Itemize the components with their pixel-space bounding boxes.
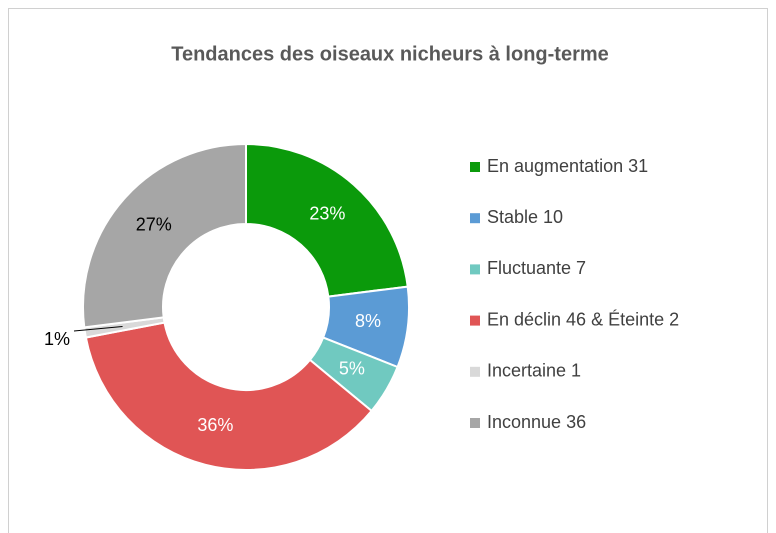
data-label: 23% (309, 203, 345, 223)
leader-line (73, 326, 123, 332)
legend-marker (470, 315, 480, 326)
data-label: 8% (355, 311, 381, 331)
legend-marker (470, 213, 480, 224)
data-label: 5% (339, 358, 365, 378)
legend-marker (470, 264, 480, 275)
legend-text: Incertaine 1 (487, 361, 581, 381)
legend-marker (470, 418, 480, 428)
legend-text: En augmentation 31 (487, 156, 648, 176)
donut-slice (84, 321, 374, 471)
chart-title: Tendances des oiseaux nicheurs à long-te… (171, 43, 609, 65)
donut-slice (245, 142, 409, 298)
legend-text: Stable 10 (487, 207, 563, 227)
legend-text: En déclin 46 & Éteinte 2 (487, 309, 679, 329)
legend-marker (470, 366, 480, 377)
legend-marker (470, 162, 480, 172)
donut-slice (82, 142, 247, 329)
data-label: 27% (136, 214, 172, 234)
data-label: 1% (44, 329, 70, 349)
legend-text: Inconnue 36 (487, 412, 586, 432)
legend-text: Fluctuante 7 (487, 258, 586, 278)
data-label: 36% (197, 415, 233, 435)
